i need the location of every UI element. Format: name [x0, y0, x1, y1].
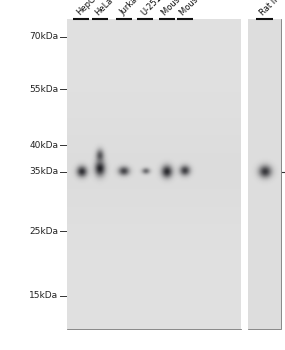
Text: Rat liver: Rat liver — [258, 0, 285, 18]
Text: U-251MG: U-251MG — [139, 0, 173, 18]
Text: Jurkat: Jurkat — [118, 0, 141, 18]
Text: 70kDa: 70kDa — [29, 32, 58, 41]
Text: 35kDa: 35kDa — [29, 167, 58, 176]
Bar — [67, 19, 241, 329]
Bar — [241, 19, 248, 329]
Text: Mouse liver: Mouse liver — [178, 0, 219, 18]
Text: 40kDa: 40kDa — [29, 141, 58, 150]
Text: 55kDa: 55kDa — [29, 85, 58, 94]
Text: Mouse heart: Mouse heart — [160, 0, 204, 18]
Bar — [248, 19, 281, 329]
Text: HepG2: HepG2 — [75, 0, 101, 18]
Text: 25kDa: 25kDa — [29, 226, 58, 236]
Text: HeLa: HeLa — [93, 0, 115, 18]
Text: 15kDa: 15kDa — [29, 291, 58, 300]
